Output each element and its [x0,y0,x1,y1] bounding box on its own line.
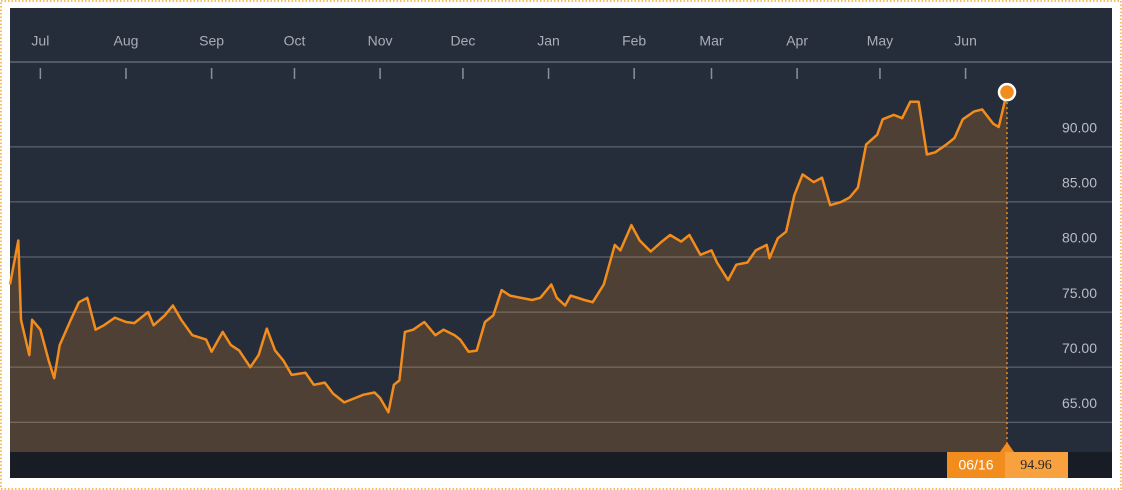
date-label: 06/16 [958,457,993,473]
date-box [947,452,1005,478]
pointer [1000,442,1014,452]
x-tick-label: Jul [31,33,49,49]
last-point [997,82,1017,102]
plot-background [10,8,1112,478]
value-label: 94.96 [1020,458,1052,473]
area-fill [10,92,1007,452]
y-tick-label: 70.00 [1062,340,1097,356]
price-line [8,91,1009,414]
x-tick-label: Mar [699,33,723,49]
x-tick-label: May [867,33,893,49]
x-tick-label: Aug [114,33,139,49]
y-tick-label: 65.00 [1062,395,1097,411]
x-tick-label: Oct [284,33,306,49]
x-tick-label: Jun [954,33,977,49]
y-tick-label: 75.00 [1062,285,1097,301]
x-tick-label: Feb [622,33,646,49]
x-tick-label: Jan [537,33,560,49]
x-tick-label: Dec [450,33,475,49]
x-tick-label: Sep [199,33,224,49]
x-tick-label: Apr [786,33,808,49]
value-box [1005,452,1068,478]
bottom-band [10,452,1112,478]
y-tick-label: 85.00 [1062,175,1097,191]
x-tick-label: Nov [368,33,393,49]
y-tick-label: 80.00 [1062,230,1097,246]
y-tick-label: 90.00 [1062,120,1097,136]
